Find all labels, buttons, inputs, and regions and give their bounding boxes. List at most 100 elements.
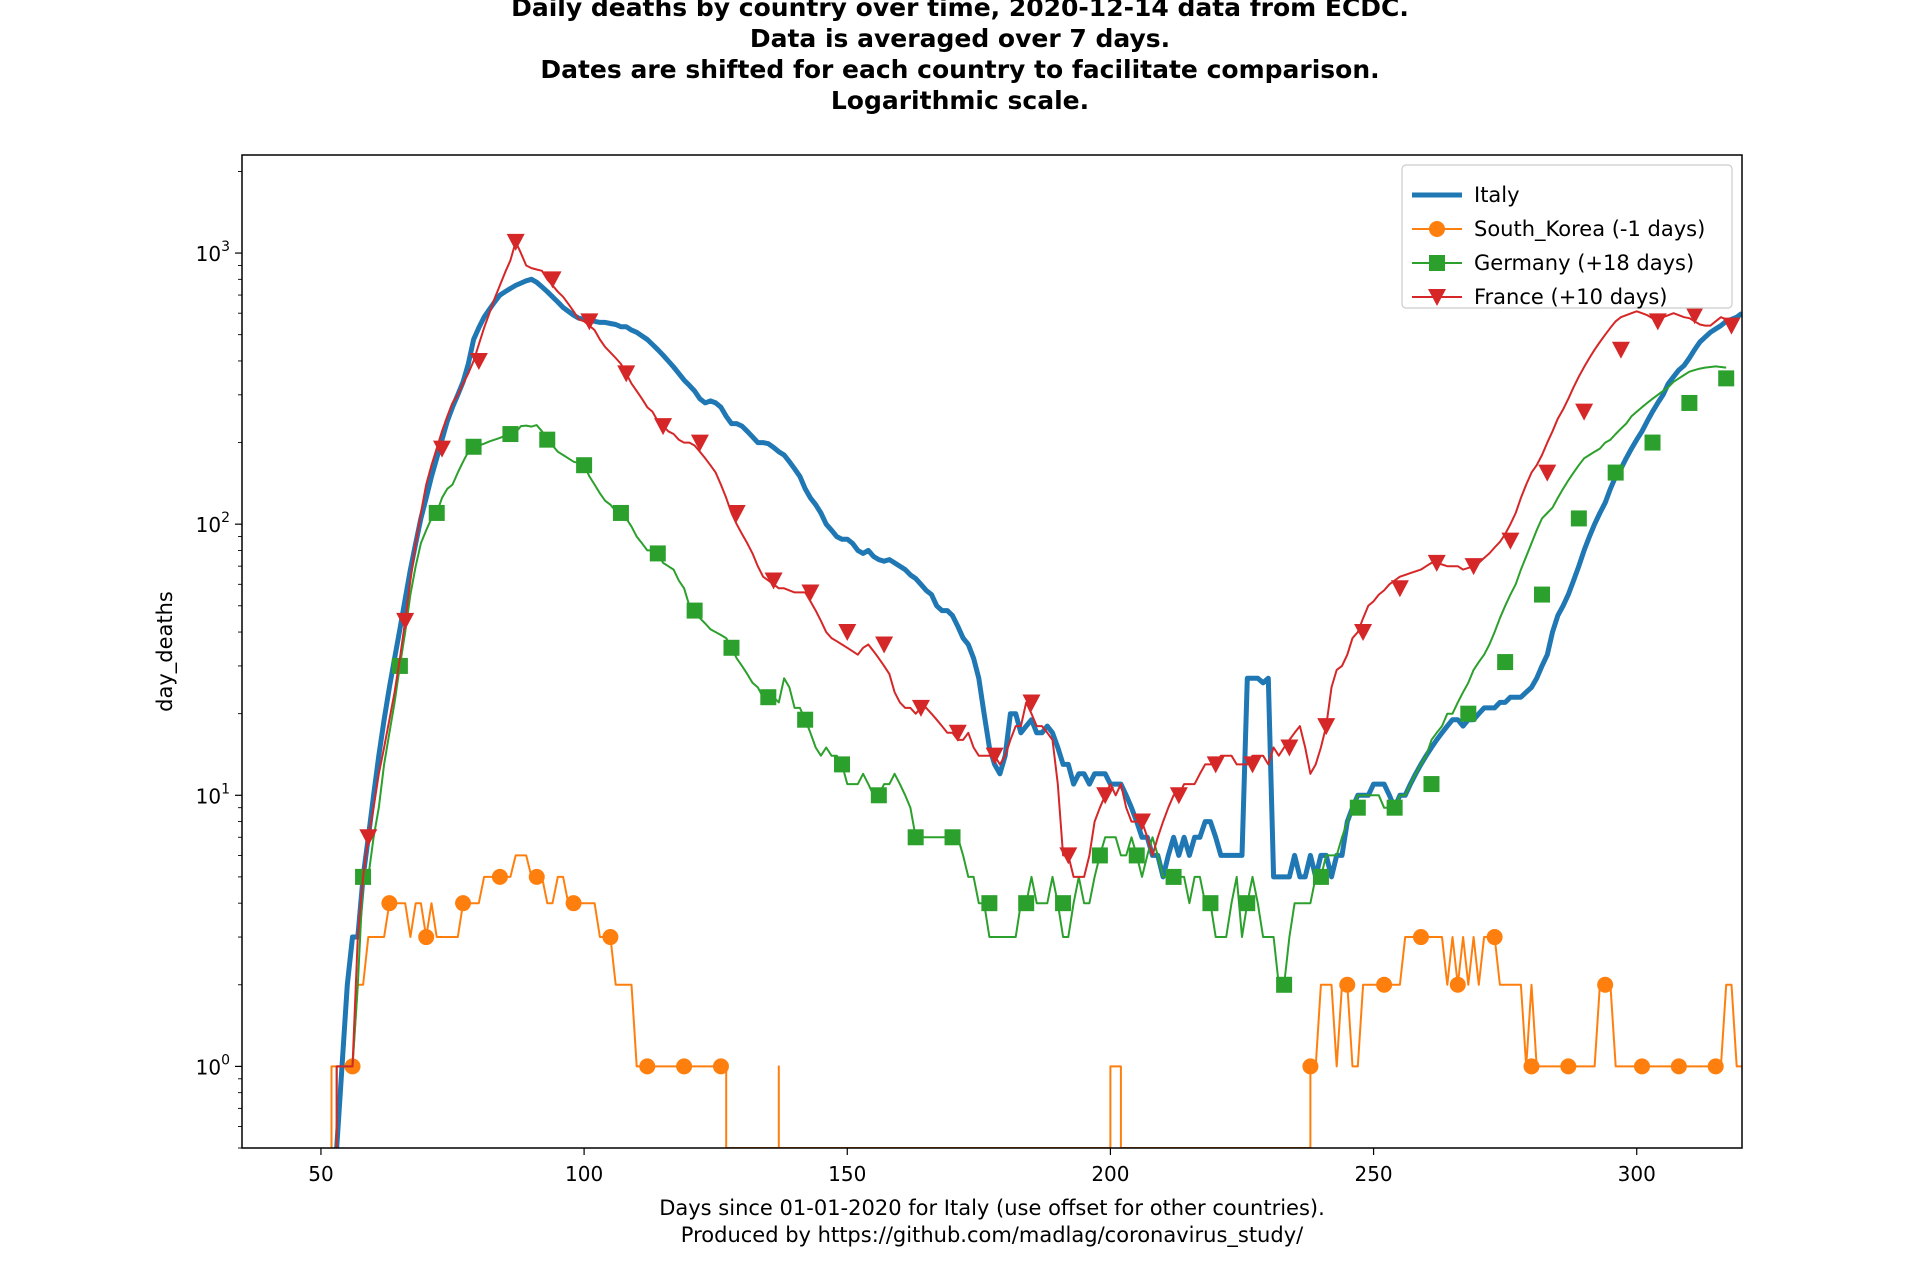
y-axis-label: day_deaths	[153, 591, 178, 712]
data-marker	[418, 929, 435, 946]
data-marker	[1423, 776, 1440, 793]
data-marker	[612, 504, 629, 521]
data-marker	[381, 895, 398, 912]
data-marker	[1280, 739, 1299, 757]
y-tick-label: 103	[196, 239, 230, 266]
data-marker	[1534, 586, 1550, 603]
data-marker	[1376, 976, 1393, 993]
data-marker	[491, 868, 508, 885]
data-marker	[1239, 895, 1256, 912]
data-marker	[1412, 929, 1429, 946]
legend-label: South_Korea (-1 days)	[1474, 217, 1705, 242]
data-marker	[1018, 895, 1035, 912]
data-marker	[838, 624, 857, 642]
data-marker	[1302, 1058, 1319, 1075]
data-marker	[639, 1058, 656, 1075]
series-line	[334, 276, 1742, 1148]
data-marker	[760, 689, 777, 706]
legend-box	[1401, 164, 1733, 309]
data-marker	[1538, 464, 1557, 482]
data-marker	[1644, 434, 1661, 451]
data-marker	[1202, 895, 1219, 912]
data-marker	[1722, 317, 1741, 335]
legend-marker	[1429, 221, 1445, 237]
title-line-1: Daily deaths by country over time, 2020-…	[511, 0, 1409, 22]
data-marker	[1276, 976, 1293, 993]
data-marker	[690, 434, 709, 452]
plot-frame	[241, 154, 1743, 1149]
data-marker	[465, 438, 482, 455]
y-tick-label: 102	[196, 510, 230, 537]
data-marker	[911, 699, 930, 717]
data-marker	[1497, 654, 1514, 671]
data-marker	[1718, 370, 1735, 387]
data-marker	[1386, 799, 1403, 816]
x-axis-credit: Produced by https://github.com/madlag/co…	[681, 1223, 1304, 1248]
data-marker	[580, 313, 599, 331]
data-marker	[469, 352, 488, 370]
data-marker	[1165, 868, 1182, 885]
data-marker	[1570, 510, 1587, 527]
data-marker	[1349, 799, 1366, 816]
data-marker	[1427, 554, 1446, 572]
data-marker	[433, 440, 451, 458]
data-marker	[1354, 624, 1373, 642]
data-marker	[1607, 464, 1624, 481]
data-marker	[359, 829, 378, 847]
x-tick-label: 50	[308, 1162, 333, 1186]
series-line	[335, 240, 1733, 1148]
data-marker	[764, 572, 783, 590]
series-1	[330, 854, 1742, 1148]
data-marker	[1464, 558, 1483, 576]
y-tick-label: 100	[196, 1052, 230, 1079]
x-tick-label: 100	[565, 1162, 603, 1186]
data-marker	[1707, 1058, 1724, 1075]
series-line	[330, 854, 1742, 1148]
data-marker	[391, 657, 408, 674]
data-marker	[1390, 580, 1409, 598]
series-line	[335, 365, 1727, 1148]
data-marker	[1501, 532, 1520, 550]
data-marker	[1681, 394, 1698, 411]
data-marker	[502, 426, 519, 443]
data-marker	[1317, 718, 1336, 736]
data-marker	[686, 602, 703, 619]
data-marker	[396, 612, 415, 630]
data-marker	[907, 829, 924, 846]
data-marker	[1022, 694, 1041, 712]
legend: Italy South_Korea (-1 days) Germany (+18 d…	[1401, 164, 1733, 309]
data-marker	[1575, 403, 1594, 421]
series-2	[335, 365, 1735, 1148]
legend-marker	[1428, 289, 1446, 306]
data-marker	[1339, 976, 1356, 993]
legend-marker	[1429, 255, 1445, 271]
data-marker	[528, 868, 545, 885]
chart-title: Daily deaths by country over time, 2020-…	[0, 0, 1920, 116]
data-marker	[1486, 929, 1503, 946]
legend-label: Germany (+18 days)	[1474, 251, 1694, 275]
data-marker	[944, 829, 961, 846]
plot-area	[242, 155, 1742, 1148]
data-marker	[455, 895, 472, 912]
x-tick-label: 200	[1091, 1162, 1129, 1186]
data-marker	[1128, 847, 1145, 864]
data-marker	[649, 545, 666, 562]
data-marker	[676, 1058, 693, 1075]
data-marker	[1560, 1058, 1577, 1075]
data-marker	[428, 504, 445, 521]
y-tick-label: 101	[196, 781, 230, 808]
data-marker	[1460, 705, 1477, 722]
data-marker	[1634, 1058, 1650, 1075]
data-marker	[1597, 976, 1614, 993]
data-marker	[1059, 847, 1078, 865]
data-marker	[797, 711, 814, 728]
x-tick-label: 300	[1618, 1162, 1656, 1186]
data-marker	[1055, 895, 1072, 912]
legend-label: France (+10 days)	[1474, 285, 1667, 309]
data-marker	[1523, 1058, 1540, 1075]
data-marker	[1206, 756, 1225, 774]
legend-label: Italy	[1474, 183, 1520, 207]
axes-layer: 50 100 150 200 250 300 100 101 102 103	[196, 154, 1743, 1186]
data-marker	[1169, 787, 1188, 805]
